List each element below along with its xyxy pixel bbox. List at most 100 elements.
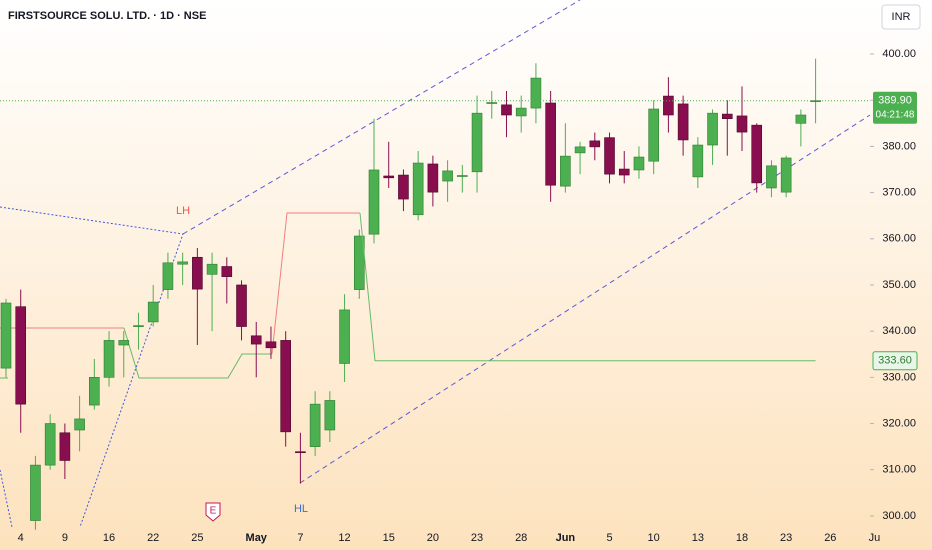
x-tick-label: 10 xyxy=(648,532,660,544)
channel-upper xyxy=(182,0,581,235)
earnings-badge[interactable] xyxy=(205,502,221,522)
candle-body xyxy=(589,140,601,148)
indicators xyxy=(0,0,871,528)
trend-line-up xyxy=(359,212,816,362)
candle-body xyxy=(677,103,689,141)
candle-body xyxy=(74,418,85,431)
zigzag-line xyxy=(0,206,184,528)
candle-body xyxy=(780,157,792,193)
candle-body xyxy=(250,335,262,345)
trend-line-up xyxy=(123,327,272,379)
candle-body xyxy=(574,146,586,154)
candle-body xyxy=(560,155,571,187)
y-tick-label: 310.00 xyxy=(882,464,916,476)
candle-body xyxy=(486,102,498,104)
y-tick-label: 320.00 xyxy=(882,417,916,429)
candle-body xyxy=(751,124,763,184)
y-tick-label: 330.00 xyxy=(882,371,916,383)
candle-body xyxy=(663,95,674,116)
candle-body xyxy=(324,400,336,431)
candle-body xyxy=(368,169,380,235)
candle-body xyxy=(147,301,159,323)
candle-body xyxy=(295,451,306,454)
x-tick-label: 23 xyxy=(780,532,792,544)
candle-body xyxy=(59,432,71,461)
x-tick-label: 28 xyxy=(515,532,527,544)
candle-body xyxy=(633,156,645,171)
annotation: E xyxy=(210,506,217,517)
candle-body xyxy=(515,107,527,117)
candle-body xyxy=(133,325,144,327)
candle-body xyxy=(427,163,439,193)
trend-tag xyxy=(872,351,918,371)
annotation: LH xyxy=(176,205,190,217)
y-tick-label: 350.00 xyxy=(882,279,916,291)
candle-body xyxy=(398,174,409,200)
x-tick-label: 22 xyxy=(147,532,159,544)
x-tick-label: 13 xyxy=(692,532,704,544)
candle-body xyxy=(545,102,556,186)
last-price-label: 389.90 xyxy=(878,95,912,107)
x-tick-label: 20 xyxy=(427,532,439,544)
candle-body xyxy=(707,112,718,146)
candle-body xyxy=(795,114,807,124)
candle-body xyxy=(648,108,659,162)
annotation: HL xyxy=(294,503,308,515)
x-tick-label: 25 xyxy=(191,532,203,544)
candle-body xyxy=(692,144,704,178)
candle-body xyxy=(766,165,777,189)
candle-body xyxy=(530,77,542,109)
x-tick-label: 12 xyxy=(338,532,350,544)
countdown: 04:21:48 xyxy=(876,109,915,120)
candle-body xyxy=(457,175,468,177)
candle-body xyxy=(383,175,395,179)
y-tick-label: 340.00 xyxy=(882,325,916,337)
y-tick-label: 400.00 xyxy=(882,48,916,60)
y-tick-label: 370.00 xyxy=(882,187,916,199)
candle-body xyxy=(30,464,41,521)
x-tick-label: 9 xyxy=(62,532,68,544)
candle-body xyxy=(15,306,27,405)
candle-body xyxy=(736,115,748,133)
candle-body xyxy=(339,309,350,364)
currency-box[interactable] xyxy=(881,4,921,30)
y-tick-label: 380.00 xyxy=(882,140,916,152)
candle-body xyxy=(103,340,115,378)
candle-body xyxy=(604,137,615,175)
chart-title: FIRSTSOURCE SOLU. LTD. · 1D · NSE xyxy=(8,10,206,22)
x-tick-label: 18 xyxy=(736,532,748,544)
candle-body xyxy=(44,423,56,466)
candle-body xyxy=(721,113,733,120)
last-price-tag xyxy=(873,91,917,124)
candle-body xyxy=(0,302,12,369)
candle-body xyxy=(221,266,233,277)
candle-body xyxy=(162,262,174,290)
zigzag-line xyxy=(0,469,13,528)
candle-body xyxy=(280,340,291,433)
x-tick-label: May xyxy=(246,532,268,544)
currency: INR xyxy=(892,11,911,23)
x-tick-label: 23 xyxy=(471,532,483,544)
x-tick-label: 4 xyxy=(18,532,24,544)
candle-body xyxy=(353,235,365,290)
trend-tag-label: 333.60 xyxy=(878,355,912,367)
candle-body xyxy=(89,377,100,406)
y-tick-label: 300.00 xyxy=(882,510,916,522)
candle-body xyxy=(118,340,130,346)
candle-body xyxy=(177,261,188,265)
x-tick-label: 15 xyxy=(383,532,395,544)
x-tick-label: Jun xyxy=(556,532,576,544)
candle-body xyxy=(471,112,483,173)
candle-body xyxy=(309,403,321,447)
candle-body xyxy=(442,170,453,182)
x-tick-label: 5 xyxy=(606,532,612,544)
candle-body xyxy=(206,263,218,275)
candle-body xyxy=(265,341,277,349)
candle-body xyxy=(236,284,247,327)
trend-line-down xyxy=(271,212,360,355)
candle-body xyxy=(501,104,512,116)
candle-body xyxy=(618,168,630,176)
x-tick-label: 7 xyxy=(297,532,303,544)
